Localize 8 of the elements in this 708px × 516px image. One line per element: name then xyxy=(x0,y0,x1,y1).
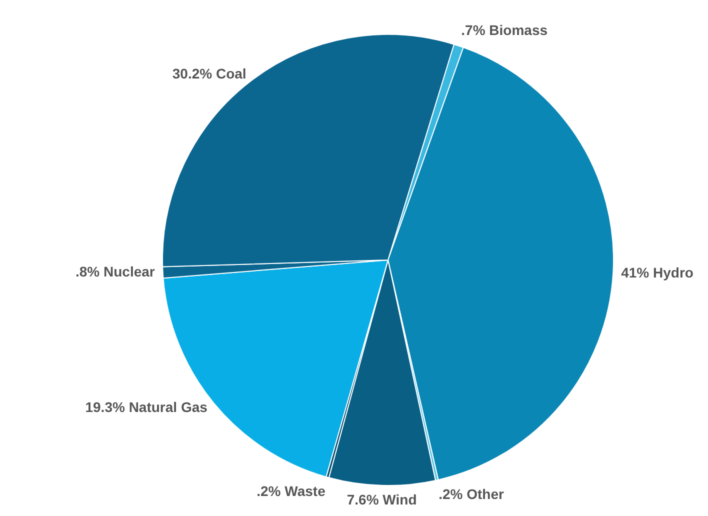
slice-label: .8% Nuclear xyxy=(75,264,156,280)
slice-label: .2% Other xyxy=(438,486,505,502)
slice-label: 41% Hydro xyxy=(621,264,694,280)
slice-label: 7.6% Wind xyxy=(346,491,417,508)
slice-label: .7% Biomass xyxy=(461,22,548,38)
slice-label: .2% Waste xyxy=(256,482,326,499)
slice-label: 30.2% Coal xyxy=(172,65,246,82)
slice-label: 19.3% Natural Gas xyxy=(85,398,208,415)
